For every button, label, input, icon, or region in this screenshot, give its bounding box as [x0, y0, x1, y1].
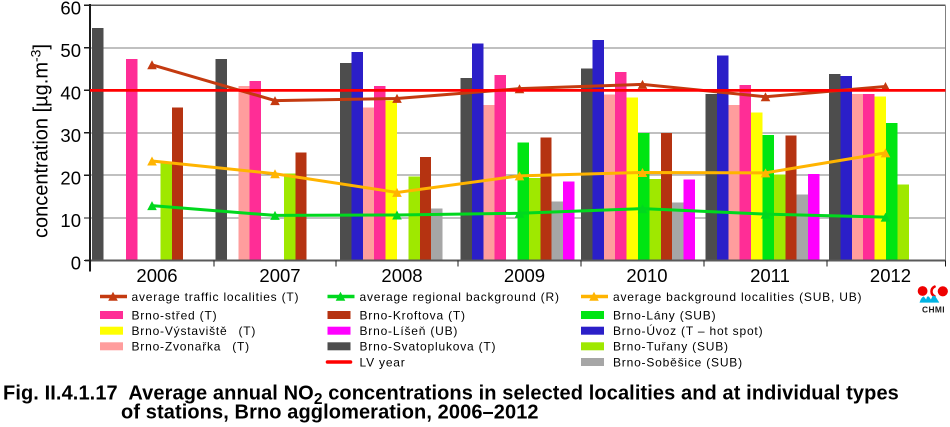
svg-text:2008: 2008 — [381, 265, 422, 286]
svg-text:average background localities: average background localities (SUB, UB) — [613, 290, 862, 304]
svg-text:Brno-Kroftova (T): Brno-Kroftova (T) — [360, 308, 466, 322]
svg-text:concentration [µg.m-3]: concentration [µg.m-3] — [28, 44, 53, 238]
svg-text:2010: 2010 — [626, 265, 667, 286]
svg-text:0: 0 — [71, 253, 81, 274]
svg-text:of stations, Brno agglomeratio: of stations, Brno agglomeration, 2006–20… — [121, 402, 539, 424]
svg-text:2006: 2006 — [136, 265, 177, 286]
svg-text:Brno-Líšeň (UB): Brno-Líšeň (UB) — [360, 324, 459, 338]
svg-text:Brno-střed (T): Brno-střed (T) — [132, 308, 218, 322]
svg-text:Brno-Tuřany (SUB): Brno-Tuřany (SUB) — [613, 340, 729, 354]
svg-text:2009: 2009 — [504, 265, 545, 286]
svg-text:Brno-Soběšice (SUB): Brno-Soběšice (SUB) — [613, 355, 743, 369]
svg-text:average traffic localities (T): average traffic localities (T) — [132, 290, 300, 304]
svg-text:50: 50 — [60, 40, 81, 61]
svg-text:Brno-Zvonařka (T): Brno-Zvonařka (T) — [132, 340, 250, 354]
svg-text:40: 40 — [60, 82, 81, 103]
svg-text:2012: 2012 — [870, 265, 911, 286]
svg-text:Brno-Výstaviště (T): Brno-Výstaviště (T) — [132, 324, 257, 338]
svg-text:2011: 2011 — [750, 265, 790, 286]
svg-text:LV year: LV year — [360, 355, 406, 369]
svg-text:Brno-Lány (SUB): Brno-Lány (SUB) — [613, 308, 716, 322]
svg-text:30: 30 — [60, 125, 81, 146]
svg-text:2007: 2007 — [259, 265, 300, 286]
svg-text:CHMI: CHMI — [922, 305, 945, 315]
svg-text:Brno-Úvoz (T – hot spot): Brno-Úvoz (T – hot spot) — [613, 323, 763, 338]
svg-text:average regional background (R: average regional background (R) — [360, 290, 560, 304]
svg-text:Brno-Svatoplukova (T): Brno-Svatoplukova (T) — [360, 340, 497, 354]
svg-text:60: 60 — [60, 0, 81, 18]
svg-text:10: 10 — [60, 210, 81, 231]
svg-text:20: 20 — [60, 167, 81, 188]
svg-text:Fig. II.4.1.17 Average annual: Fig. II.4.1.17 Average annual NO2 concen… — [3, 383, 899, 409]
